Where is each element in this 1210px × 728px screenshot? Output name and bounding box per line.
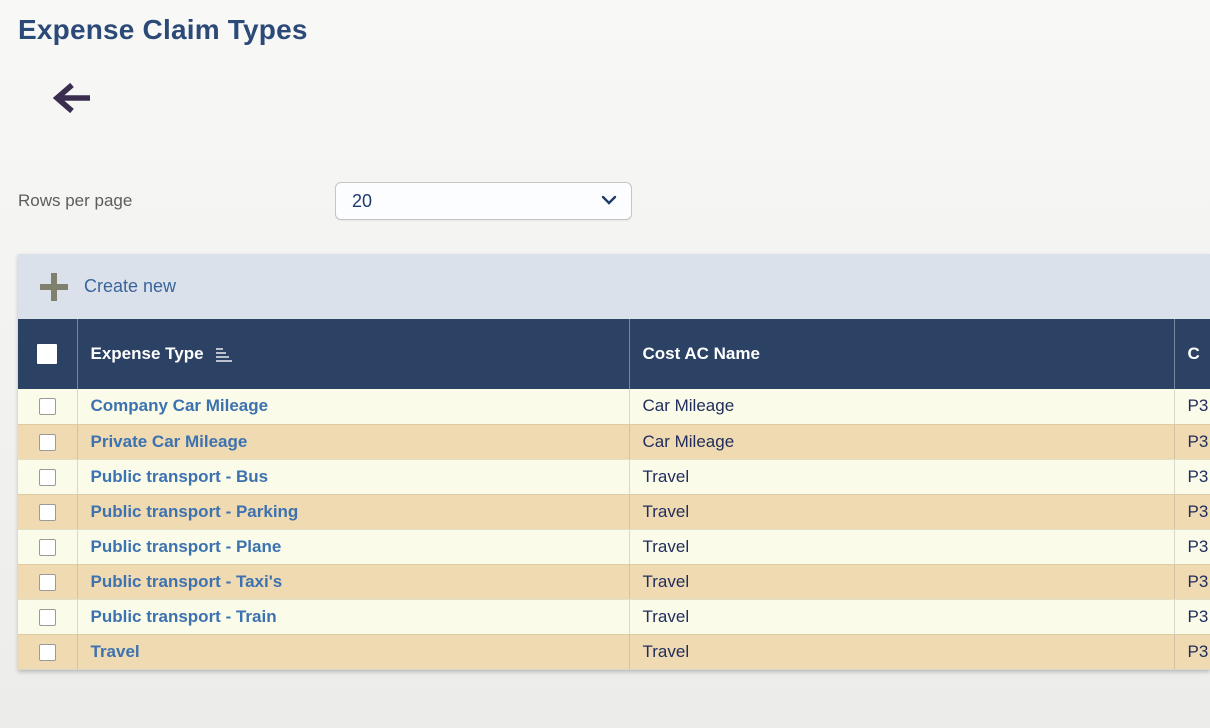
- row-checkbox[interactable]: [38, 573, 56, 591]
- chevron-down-icon: [601, 192, 617, 210]
- cost-ac-name-cell: Car Mileage: [628, 389, 1174, 425]
- table-row: Private Car Mileage Car Mileage P3: [18, 424, 1210, 460]
- third-cell: P3: [1173, 564, 1210, 600]
- table-row: Company Car Mileage Car Mileage P3: [18, 389, 1210, 425]
- page-header: Expense Claim Types: [0, 0, 1210, 124]
- row-select-cell: [18, 634, 77, 670]
- expense-type-cell: Public transport - Taxi's: [76, 564, 629, 600]
- rows-per-page-label: Rows per page: [18, 191, 133, 210]
- expense-type-cell: Public transport - Plane: [76, 529, 629, 565]
- row-checkbox[interactable]: [38, 503, 56, 521]
- expense-type-cell: Public transport - Parking: [76, 494, 629, 530]
- cost-ac-name-value: Travel: [642, 501, 690, 521]
- cost-ac-name-cell: Travel: [628, 494, 1174, 530]
- third-value: P3: [1187, 501, 1209, 521]
- cost-ac-name-value: Travel: [642, 466, 690, 486]
- cost-ac-name-value: Travel: [642, 606, 690, 626]
- column-header-expense-type[interactable]: Expense Type: [76, 319, 629, 389]
- expense-type-cell: Public transport - Train: [76, 599, 629, 635]
- rows-per-page-select[interactable]: 20: [335, 182, 632, 220]
- cost-ac-name-value: Travel: [642, 571, 690, 591]
- row-select-cell: [18, 529, 77, 565]
- third-cell: P3: [1173, 494, 1210, 530]
- expense-types-table: Expense Type Cost AC Name C Company Car …: [18, 319, 1210, 670]
- select-all-checkbox[interactable]: [37, 344, 58, 365]
- select-all-header-cell: [18, 319, 77, 389]
- third-cell: P3: [1173, 424, 1210, 460]
- row-select-cell: [18, 494, 77, 530]
- column-header-cost-ac-name-label: Cost AC Name: [642, 344, 760, 363]
- row-checkbox[interactable]: [38, 538, 56, 556]
- cost-ac-name-cell: Travel: [628, 459, 1174, 495]
- expense-type-link[interactable]: Travel: [90, 641, 140, 661]
- third-value: P3: [1187, 536, 1209, 556]
- table-row: Public transport - Train Travel P3: [18, 599, 1210, 635]
- row-select-cell: [18, 389, 77, 425]
- create-new-button[interactable]: Create new: [18, 254, 1210, 319]
- row-select-cell: [18, 599, 77, 635]
- plus-icon: [40, 272, 68, 301]
- cost-ac-name-cell: Travel: [628, 599, 1174, 635]
- table-row: Public transport - Taxi's Travel P3: [18, 564, 1210, 600]
- third-cell: P3: [1173, 459, 1210, 495]
- expense-type-link[interactable]: Public transport - Plane: [90, 536, 282, 556]
- column-header-third[interactable]: C: [1173, 319, 1210, 389]
- third-value: P3: [1187, 466, 1209, 486]
- cost-ac-name-cell: Travel: [628, 529, 1174, 565]
- row-select-cell: [18, 459, 77, 495]
- rows-per-page-value: 20: [352, 190, 373, 211]
- third-value: P3: [1187, 641, 1209, 661]
- row-checkbox[interactable]: [38, 608, 56, 626]
- expense-type-link[interactable]: Public transport - Train: [90, 606, 277, 626]
- sort-bars-icon: [216, 347, 233, 362]
- expense-type-link[interactable]: Public transport - Bus: [90, 466, 269, 486]
- cost-ac-name-value: Travel: [642, 641, 690, 661]
- expense-type-link[interactable]: Public transport - Parking: [90, 501, 299, 521]
- row-checkbox[interactable]: [38, 643, 56, 661]
- column-header-expense-type-label: Expense Type: [90, 344, 204, 363]
- row-checkbox[interactable]: [38, 398, 56, 416]
- rows-per-page-control: Rows per page 20: [0, 182, 1210, 220]
- table-row: Travel Travel P3: [18, 634, 1210, 670]
- third-cell: P3: [1173, 389, 1210, 425]
- third-value: P3: [1187, 396, 1209, 416]
- cost-ac-name-cell: Car Mileage: [628, 424, 1174, 460]
- cost-ac-name-value: Car Mileage: [642, 431, 735, 451]
- table-row: Public transport - Parking Travel P3: [18, 494, 1210, 530]
- expense-types-table-region: Create new Expense Type Cost AC Name C: [18, 254, 1210, 670]
- cost-ac-name-value: Car Mileage: [642, 396, 735, 416]
- column-header-third-label: C: [1187, 344, 1200, 363]
- table-header-row: Expense Type Cost AC Name C: [18, 319, 1210, 389]
- cost-ac-name-cell: Travel: [628, 634, 1174, 670]
- expense-type-cell: Company Car Mileage: [76, 389, 629, 425]
- table-body: Company Car Mileage Car Mileage P3 Priva…: [18, 389, 1210, 670]
- cost-ac-name-cell: Travel: [628, 564, 1174, 600]
- expense-type-link[interactable]: Company Car Mileage: [90, 396, 269, 416]
- expense-type-cell: Public transport - Bus: [76, 459, 629, 495]
- row-select-cell: [18, 424, 77, 460]
- third-cell: P3: [1173, 529, 1210, 565]
- create-new-label: Create new: [84, 276, 177, 296]
- row-select-cell: [18, 564, 77, 600]
- row-checkbox[interactable]: [38, 468, 56, 486]
- column-header-cost-ac-name[interactable]: Cost AC Name: [628, 319, 1174, 389]
- expense-type-link[interactable]: Private Car Mileage: [90, 431, 248, 451]
- arrow-left-icon: [50, 82, 96, 121]
- expense-type-cell: Private Car Mileage: [76, 424, 629, 460]
- row-checkbox[interactable]: [38, 433, 56, 451]
- third-cell: P3: [1173, 599, 1210, 635]
- page-title: Expense Claim Types: [18, 14, 308, 45]
- table-row: Public transport - Bus Travel P3: [18, 459, 1210, 495]
- expense-type-cell: Travel: [76, 634, 629, 670]
- back-button[interactable]: [44, 72, 102, 124]
- expense-type-link[interactable]: Public transport - Taxi's: [90, 571, 283, 591]
- third-value: P3: [1187, 431, 1209, 451]
- third-value: P3: [1187, 606, 1209, 626]
- third-cell: P3: [1173, 634, 1210, 670]
- cost-ac-name-value: Travel: [642, 536, 690, 556]
- table-row: Public transport - Plane Travel P3: [18, 529, 1210, 565]
- third-value: P3: [1187, 571, 1209, 591]
